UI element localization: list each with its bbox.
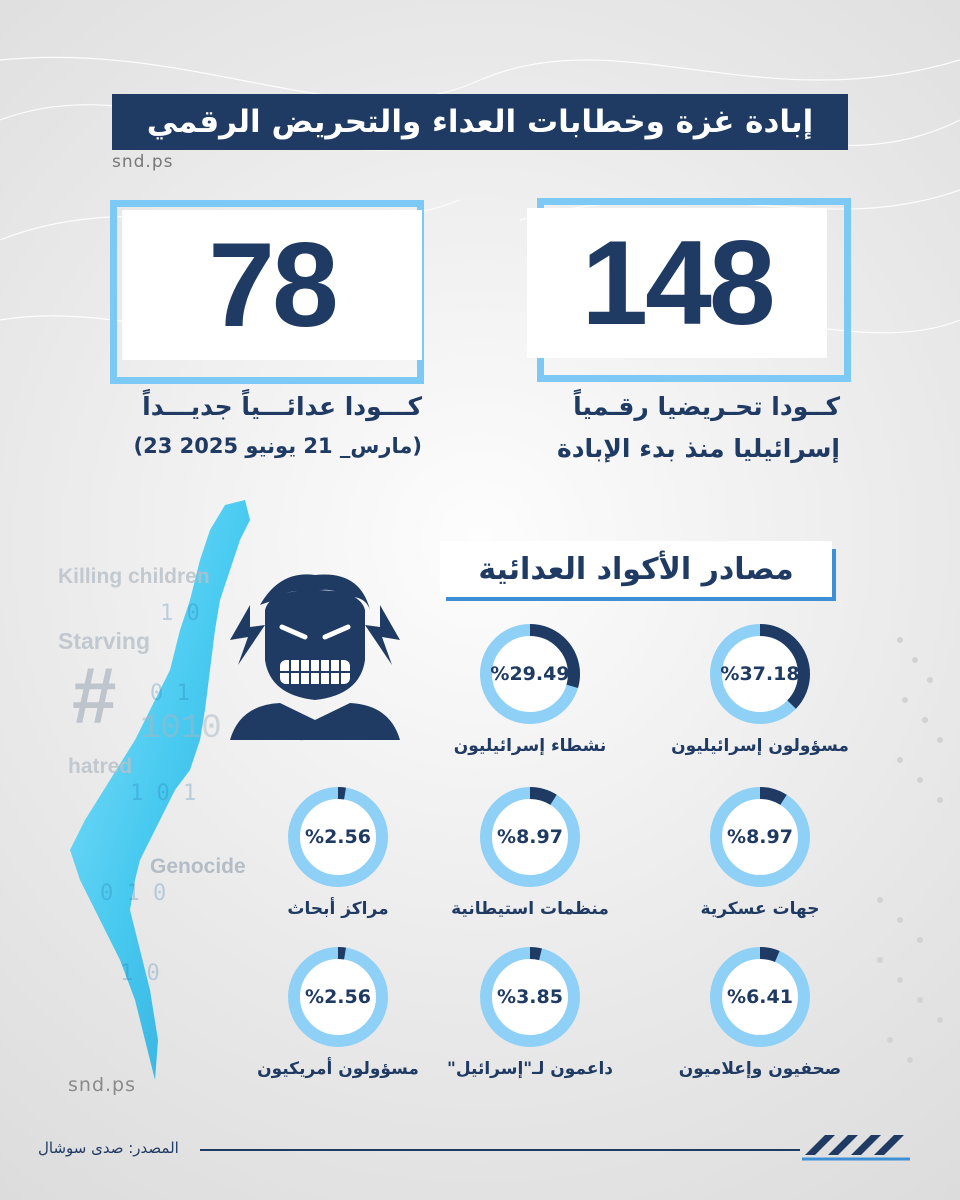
- donut-3: %8.97: [478, 785, 582, 889]
- donut-6: %3.85: [478, 945, 582, 1049]
- stat-box-right: 148: [527, 208, 827, 358]
- donut-value-arc: [480, 947, 580, 1047]
- donut-value-arc: [288, 787, 388, 887]
- donut-value-arc: [480, 787, 580, 887]
- stat-number-left: 78: [208, 218, 338, 352]
- donut-0: %37.18: [708, 622, 812, 726]
- donut-ring: [288, 787, 388, 887]
- bg-binary: 1010: [140, 710, 222, 748]
- donut-ring: [288, 947, 388, 1047]
- bg-word-starving: Starving: [58, 628, 151, 654]
- donut-label: جهات عسكرية: [700, 899, 820, 919]
- donut-value-arc: [288, 947, 388, 1047]
- bg-word-killing: Killing children: [58, 565, 210, 588]
- donut-value-arc: [710, 947, 810, 1047]
- donut-label: صحفيون وإعلاميون: [678, 1059, 842, 1079]
- bg-hash: #: [72, 651, 117, 740]
- donut-percentage: %2.56: [305, 826, 371, 848]
- donut-label: نشطاء إسرائيليون: [453, 736, 607, 756]
- donut-5: %6.41: [708, 945, 812, 1049]
- section-title: مصادر الأكواد العدائية: [478, 551, 794, 587]
- donut-1: %29.49: [478, 622, 582, 726]
- site-watermark-bottom: snd.ps: [68, 1074, 137, 1096]
- donut-value-arc: [710, 624, 810, 724]
- svg-text:1 0 1: 1 0 1: [130, 781, 196, 806]
- section-title-box: مصادر الأكواد العدائية: [440, 541, 832, 597]
- donut-label: مسؤولون أمريكيون: [257, 1059, 419, 1079]
- source-note: المصدر: صدى سوشال: [38, 1139, 179, 1157]
- donut-label: مراكز أبحاث: [287, 899, 389, 919]
- stat-caption-right-1: كــودا تحـريضيا رقـمياً: [573, 392, 840, 421]
- donut-ring: [710, 624, 810, 724]
- stat-caption-left-2: (مارس_ 21 يونيو 2025 23): [133, 434, 422, 458]
- donut-label: مسؤولون إسرائيليون: [671, 736, 849, 756]
- footer-divider: [200, 1149, 800, 1151]
- donut-label: منظمات استيطانية: [451, 899, 609, 919]
- bg-word-hatred: hatred: [68, 755, 133, 778]
- svg-text:1 0: 1 0: [120, 961, 160, 986]
- bg-word-genocide: Genocide: [150, 855, 246, 878]
- donut-percentage: %8.97: [497, 826, 563, 848]
- palestine-map: 1 0 0 1 1 0 1 0 1 0 1 0: [70, 500, 250, 1080]
- stat-number-right: 148: [581, 216, 775, 350]
- stat-caption-left-1: كـــودا عدائـــياً جديـــداً: [142, 392, 422, 421]
- page-title: إبادة غزة وخطابات العداء والتحريض الرقمي: [146, 104, 814, 140]
- donut-4: %2.56: [286, 785, 390, 889]
- donut-percentage: %8.97: [727, 826, 793, 848]
- donut-ring: [480, 947, 580, 1047]
- title-banner: إبادة غزة وخطابات العداء والتحريض الرقمي: [112, 94, 848, 150]
- donut-label: داعمون لـ"إسرائيل": [447, 1059, 613, 1079]
- donut-value-arc: [480, 624, 580, 724]
- donut-percentage: %29.49: [490, 663, 570, 685]
- donut-percentage: %6.41: [727, 986, 793, 1008]
- donut-percentage: %37.18: [720, 663, 800, 685]
- svg-text:1 0: 1 0: [160, 601, 200, 626]
- angry-face-icon: [230, 574, 400, 740]
- donut-ring: [480, 787, 580, 887]
- svg-text:0 1: 0 1: [150, 681, 190, 706]
- donut-ring: [710, 787, 810, 887]
- donut-ring: [480, 624, 580, 724]
- donut-ring: [710, 947, 810, 1047]
- site-watermark-top: snd.ps: [112, 152, 174, 172]
- logo-icon: [802, 1135, 910, 1161]
- donut-percentage: %2.56: [305, 986, 371, 1008]
- svg-text:0 1 0: 0 1 0: [100, 881, 166, 906]
- donut-2: %8.97: [708, 785, 812, 889]
- stat-caption-right-2: إسرائيليا منذ بدء الإبادة: [556, 434, 840, 463]
- stat-box-left: 78: [122, 210, 422, 360]
- donut-7: %2.56: [286, 945, 390, 1049]
- donut-value-arc: [710, 787, 810, 887]
- donut-percentage: %3.85: [497, 986, 563, 1008]
